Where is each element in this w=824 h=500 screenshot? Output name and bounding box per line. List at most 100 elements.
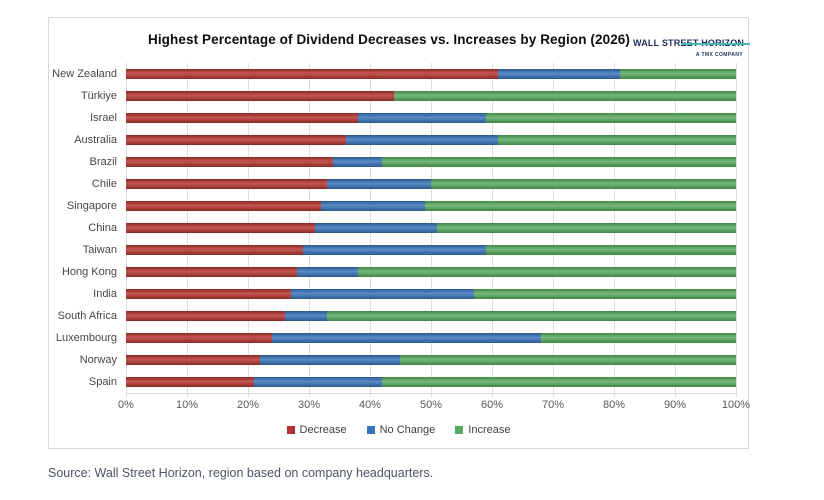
category-label: Australia [74, 134, 117, 146]
bar-track [126, 113, 736, 123]
legend-swatch-icon [455, 426, 464, 434]
bar-segment-no-change [357, 113, 486, 123]
bar-segment-increase [382, 377, 736, 387]
chart-card: Highest Percentage of Dividend Decreases… [48, 17, 751, 449]
bar-segment-no-change [284, 311, 328, 321]
legend-item-increase: Increase [455, 424, 510, 436]
bar-segment-increase [327, 311, 736, 321]
bar-segment-no-change [315, 223, 438, 233]
category-label: South Africa [57, 310, 117, 322]
bar-segment-decrease [126, 333, 273, 343]
x-tick-label: 20% [236, 399, 260, 411]
table-row: Taiwan [49, 239, 736, 261]
logo-brand-label: WALL STREET HORIZON [633, 38, 744, 48]
bar-track [126, 223, 736, 233]
bar-segment-increase [473, 289, 736, 299]
table-row: Luxembourg [49, 327, 736, 349]
bar-segment-no-change [296, 267, 358, 277]
bar-segment-no-change [302, 245, 486, 255]
table-row: New Zealand [49, 63, 736, 85]
table-row: Singapore [49, 195, 736, 217]
bar-segment-no-change [333, 157, 383, 167]
bar-track [126, 135, 736, 145]
legend-swatch-icon [286, 426, 295, 434]
table-row: Chile [49, 173, 736, 195]
category-label: Luxembourg [55, 332, 117, 344]
legend-item-decrease: Decrease [286, 424, 347, 436]
bar-track [126, 289, 736, 299]
bar-segment-decrease [126, 201, 322, 211]
wall-street-horizon-logo: WALL STREET HORIZON A TMX COMPANY [633, 33, 751, 58]
bar-segment-increase [430, 179, 736, 189]
bar-segment-increase [382, 157, 736, 167]
x-tick-label: 70% [541, 399, 565, 411]
bar-segment-decrease [126, 377, 255, 387]
table-row: South Africa [49, 305, 736, 327]
category-label: India [93, 288, 117, 300]
bar-segment-increase [394, 91, 736, 101]
bar-track [126, 201, 736, 211]
bar-segment-decrease [126, 245, 303, 255]
bar-segment-no-change [327, 179, 431, 189]
bar-track [126, 311, 736, 321]
table-row: Türkiye [49, 85, 736, 107]
bar-segment-decrease [126, 355, 261, 365]
gridline-100pct [736, 63, 737, 397]
category-label: Chile [91, 178, 117, 190]
legend: Decrease No Change Increase [49, 424, 748, 436]
bar-segment-increase [485, 113, 736, 123]
legend-label: Increase [468, 424, 511, 436]
category-label: Norway [79, 354, 117, 366]
bar-segment-decrease [126, 113, 358, 123]
legend-swatch-icon [366, 426, 375, 434]
bar-segment-increase [540, 333, 736, 343]
category-label: Türkiye [80, 90, 117, 102]
table-row: Australia [49, 129, 736, 151]
bar-segment-increase [437, 223, 736, 233]
category-label: Spain [88, 376, 117, 388]
bar-segment-decrease [126, 267, 297, 277]
bar-segment-decrease [126, 91, 395, 101]
bar-segment-no-change [498, 69, 621, 79]
bar-segment-increase [424, 201, 736, 211]
bar-segment-no-change [345, 135, 499, 145]
bar-segment-increase [498, 135, 736, 145]
bar-segment-increase [485, 245, 736, 255]
bar-track [126, 267, 736, 277]
x-tick-label: 30% [297, 399, 321, 411]
category-label: Israel [90, 112, 117, 124]
legend-label: Decrease [299, 424, 347, 436]
bar-segment-no-change [272, 333, 541, 343]
bar-track [126, 333, 736, 343]
bar-segment-decrease [126, 69, 499, 79]
x-tick-label: 80% [602, 399, 626, 411]
category-label: Taiwan [82, 244, 117, 256]
bar-segment-decrease [126, 311, 285, 321]
table-row: Israel [49, 107, 736, 129]
bar-segment-no-change [321, 201, 425, 211]
bar-segment-increase [620, 69, 736, 79]
bar-segment-increase [400, 355, 736, 365]
logo-strike-line [681, 43, 751, 45]
source-note: Source: Wall Street Horizon, region base… [48, 466, 434, 480]
category-label: Brazil [89, 156, 117, 168]
bar-segment-no-change [290, 289, 474, 299]
bar-segment-increase [357, 267, 736, 277]
x-axis: 0% 10% 20% 30% 40% 50% 60% 70% 80% 90% 100% [118, 399, 750, 413]
bar-track [126, 69, 736, 79]
x-tick-label: 50% [419, 399, 443, 411]
bar-segment-decrease [126, 179, 328, 189]
category-label: New Zealand [52, 68, 117, 80]
category-label: Singapore [66, 200, 117, 212]
table-row: Spain [49, 371, 736, 393]
x-tick-label: 90% [663, 399, 687, 411]
bar-track [126, 245, 736, 255]
bar-segment-decrease [126, 135, 346, 145]
table-row: China [49, 217, 736, 239]
chart-title: Highest Percentage of Dividend Decreases… [147, 32, 631, 47]
bar-segment-no-change [260, 355, 401, 365]
table-row: Brazil [49, 151, 736, 173]
bar-track [126, 377, 736, 387]
x-tick-label: 40% [358, 399, 382, 411]
table-row: Hong Kong [49, 261, 736, 283]
